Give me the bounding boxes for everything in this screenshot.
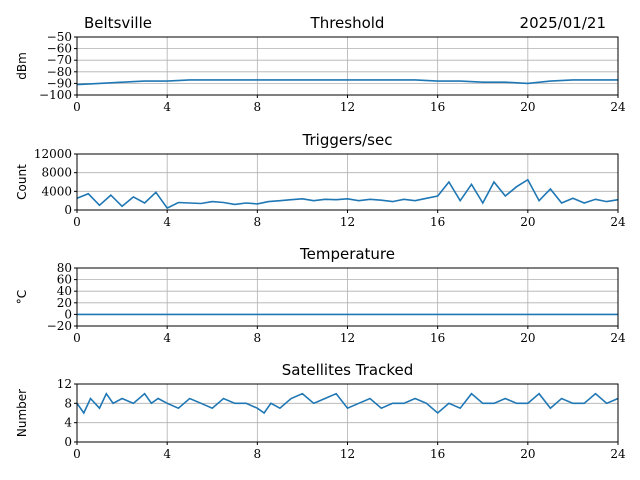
- y-axis-label: Number: [15, 389, 29, 437]
- series-line-1: [76, 79, 618, 86]
- x-tick-label: 20: [520, 331, 535, 345]
- x-tick-label: 12: [340, 447, 355, 461]
- y-tick-label: −20: [47, 319, 72, 333]
- y-tick-label: −90: [47, 76, 72, 90]
- x-tick-label: 20: [520, 447, 535, 461]
- x-tick-label: 24: [610, 447, 626, 461]
- y-tick-label: −50: [47, 30, 72, 44]
- x-tick-label: 8: [254, 331, 262, 345]
- y-tick-label: 12000: [34, 147, 72, 161]
- x-tick-label: 8: [254, 215, 262, 229]
- x-tick-label: 8: [254, 100, 262, 114]
- subplot-title: Threshold: [310, 14, 385, 32]
- x-tick-label: 16: [430, 447, 445, 461]
- y-tick-label: 80: [57, 261, 72, 275]
- y-axis-label: dBm: [15, 52, 29, 80]
- x-tick-label: 24: [610, 100, 626, 114]
- x-tick-label: 4: [163, 215, 171, 229]
- subplot-2: 0 4 8 12 16 20 24 0 4000 8000 12000 Triggers/sec Cou…: [15, 131, 626, 229]
- report-date: 2025/01/21: [520, 14, 606, 32]
- series-line-1: [76, 178, 619, 210]
- y-tick-label: −70: [47, 53, 72, 67]
- y-tick-label: 60: [57, 273, 72, 287]
- y-axis-label: °C: [15, 290, 29, 304]
- x-tick-label: 24: [610, 215, 626, 229]
- x-tick-label: 4: [163, 447, 171, 461]
- x-tick-label: 0: [73, 215, 81, 229]
- series-line-1: [76, 392, 619, 415]
- x-tick-label: 24: [610, 331, 626, 345]
- y-tick-label: 0: [64, 435, 72, 449]
- x-tick-label: 0: [73, 447, 81, 461]
- x-tick-label: 16: [430, 100, 445, 114]
- x-tick-label: 0: [73, 100, 81, 114]
- y-tick-label: 40: [57, 284, 72, 298]
- subplot-title: Temperature: [299, 245, 395, 263]
- y-tick-label: −60: [47, 42, 72, 56]
- y-tick-label: 12: [57, 377, 72, 391]
- x-tick-label: 0: [73, 331, 81, 345]
- x-tick-label: 16: [430, 331, 445, 345]
- x-tick-label: 20: [520, 215, 535, 229]
- x-tick-label: 8: [254, 447, 262, 461]
- x-tick-label: 20: [520, 100, 535, 114]
- subplot-1: 0 4 8 12 16 20 24 −100−90−80−70−60−50 Threshold d…: [15, 14, 626, 114]
- y-tick-label: −80: [47, 65, 72, 79]
- x-tick-label: 12: [340, 331, 355, 345]
- station-name: Beltsville: [84, 14, 152, 32]
- y-tick-label: 0: [64, 203, 72, 217]
- y-tick-label: 20: [57, 296, 72, 310]
- subplot-title: Satellites Tracked: [282, 361, 413, 379]
- y-tick-label: 4: [64, 416, 72, 430]
- subplots: 0 4 8 12 16 20 24 −100−90−80−70−60−50 Threshold d…: [15, 14, 626, 461]
- y-tick-label: 8: [64, 396, 72, 410]
- y-tick-label: 8000: [41, 166, 72, 180]
- y-tick-label: 0: [64, 307, 72, 321]
- y-axis-label: Count: [15, 164, 29, 200]
- subplot-title: Triggers/sec: [302, 131, 393, 149]
- x-tick-label: 12: [340, 100, 355, 114]
- x-tick-label: 16: [430, 215, 445, 229]
- x-tick-label: 4: [163, 100, 171, 114]
- subplot-4: 0 4 8 12 16 20 24 0 4 8 12 Satellites Tracked Number: [15, 361, 626, 461]
- y-tick-label: 4000: [41, 184, 72, 198]
- x-tick-label: 12: [340, 215, 355, 229]
- x-tick-label: 4: [163, 331, 171, 345]
- y-tick-label: −100: [39, 88, 72, 102]
